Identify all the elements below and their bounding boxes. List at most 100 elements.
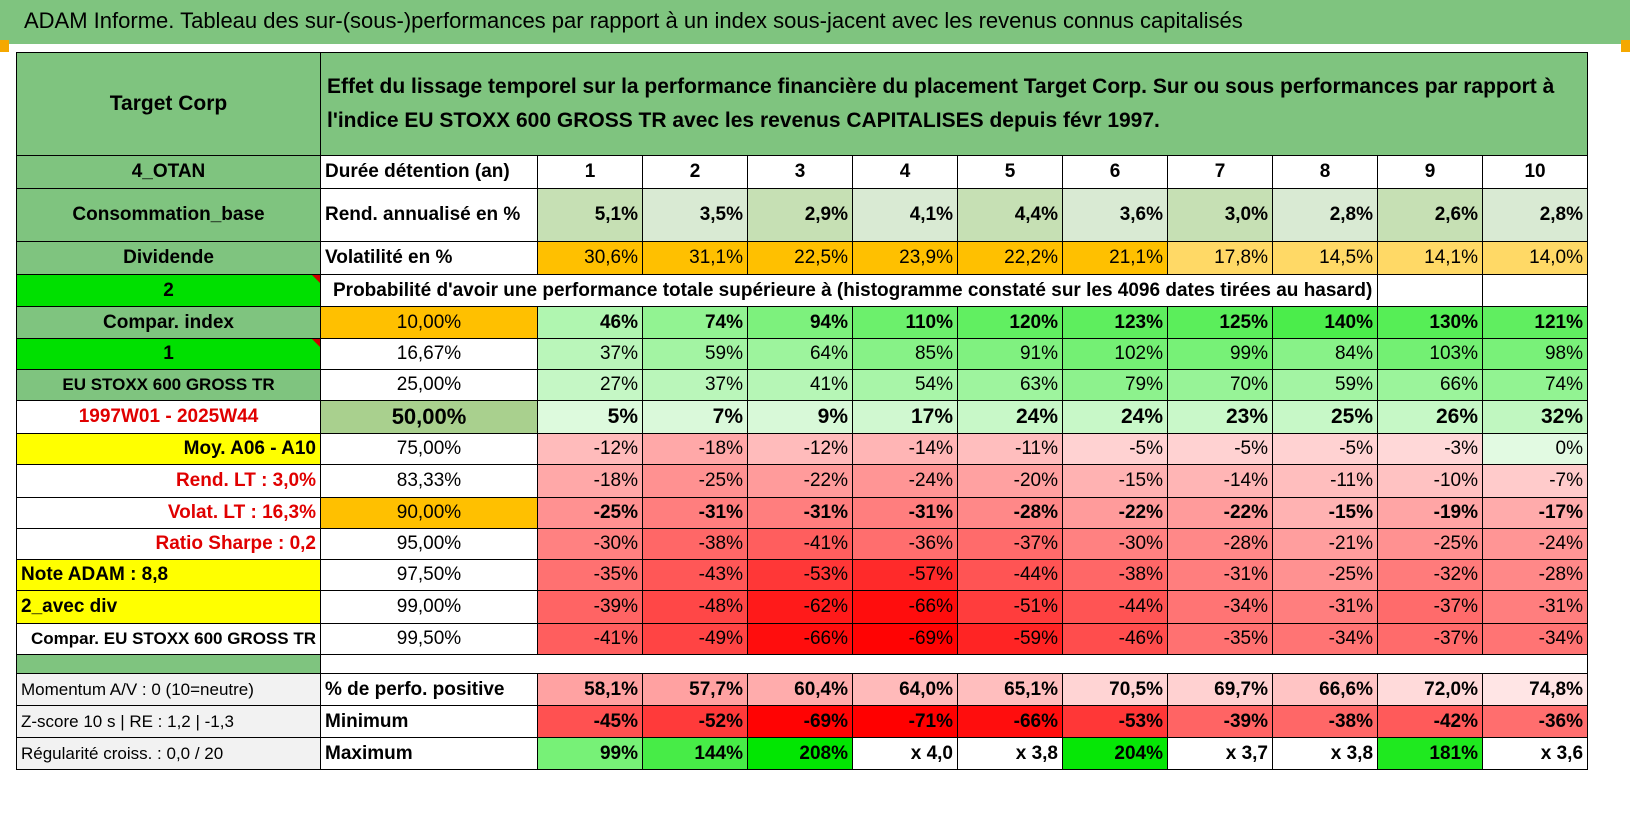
- stat-value: x 3,8: [1271, 737, 1379, 770]
- probability-caption: Probabilité d'avoir une performance tota…: [319, 274, 1379, 307]
- probability-value: -17%: [1482, 497, 1589, 529]
- probability-value: -14%: [1167, 464, 1273, 498]
- year-header: 6: [1062, 155, 1168, 189]
- volatility-value: 14,0%: [1482, 241, 1589, 275]
- probability-value: -46%: [1062, 623, 1168, 655]
- row-label: Rend. LT : 3,0%: [16, 464, 321, 498]
- probability-value: 23%: [1167, 400, 1273, 434]
- probability-value: 5%: [537, 400, 643, 434]
- volatility-value: 21,1%: [1062, 241, 1168, 275]
- title-bar: ADAM Informe. Tableau des sur-(sous-)per…: [0, 0, 1630, 44]
- probability-value: -30%: [537, 528, 643, 560]
- stat-label: % de perfo. positive: [320, 673, 538, 706]
- threshold-cell: 10,00%: [320, 306, 538, 339]
- probability-row: EU STOXX 600 GROSS TR 25,00% 27% 37% 41% 54% 6…: [16, 369, 1589, 401]
- probability-value: -37%: [957, 528, 1063, 560]
- probability-value: -38%: [642, 528, 748, 560]
- empty-cell: [1482, 274, 1589, 307]
- row-label: 1: [16, 338, 321, 370]
- probability-value: 121%: [1482, 306, 1589, 339]
- probability-value: 24%: [1062, 400, 1168, 434]
- probability-value: -41%: [747, 528, 853, 560]
- volatility-value: 30,6%: [537, 241, 643, 275]
- stat-value: 66,6%: [1271, 673, 1379, 706]
- year-header: 3: [747, 155, 853, 189]
- probability-value: 63%: [957, 369, 1063, 401]
- stat-left-label: Momentum A/V : 0 (10=neutre): [16, 673, 321, 706]
- stat-row: Z-score 10 s | RE : 1,2 | -1,3 Minimum -45…: [16, 705, 1589, 738]
- probability-value: -53%: [747, 559, 853, 591]
- probability-value: 54%: [852, 369, 958, 401]
- probability-value: -24%: [852, 464, 958, 498]
- year-header: 5: [957, 155, 1063, 189]
- stat-value: -69%: [747, 705, 853, 738]
- probability-row: Moy. A06 - A10 75,00% -12% -18% -12% -14% -11%…: [16, 433, 1589, 465]
- probability-value: -38%: [1062, 559, 1168, 591]
- probability-value: 59%: [642, 338, 748, 370]
- probability-value: -25%: [1377, 528, 1484, 560]
- probability-value: 103%: [1377, 338, 1484, 370]
- annualized-return-value: 4,4%: [957, 188, 1063, 242]
- stat-value: 181%: [1377, 737, 1484, 770]
- probability-value: -31%: [1482, 590, 1589, 624]
- annualized-return-value: 5,1%: [537, 188, 643, 242]
- year-header: 4: [852, 155, 958, 189]
- threshold-cell: 99,00%: [320, 590, 538, 624]
- stat-value: -52%: [642, 705, 748, 738]
- annualized-return-value: 3,6%: [1062, 188, 1168, 242]
- probability-value: -34%: [1482, 623, 1589, 655]
- probability-row: Compar. EU STOXX 600 GROSS TR 99,50% -41% -…: [16, 623, 1589, 655]
- probability-row: 1 16,67% 37% 59% 64% 85% 91% 102% 99% 84% 103% 98%: [16, 338, 1589, 370]
- threshold-cell: 97,50%: [320, 559, 538, 591]
- probability-value: 125%: [1167, 306, 1273, 339]
- performance-table: Target Corp Effet du lissage temporel su…: [16, 52, 1589, 770]
- stat-value: -42%: [1377, 705, 1484, 738]
- probability-value: -15%: [1271, 497, 1379, 529]
- annualized-return-value: 4,1%: [852, 188, 958, 242]
- probability-value: -14%: [852, 433, 958, 465]
- probability-value: 27%: [537, 369, 643, 401]
- probability-value: -11%: [957, 433, 1063, 465]
- volatility-value: 14,1%: [1377, 241, 1484, 275]
- probability-value: -28%: [1167, 528, 1273, 560]
- probability-value: 64%: [747, 338, 853, 370]
- probability-value: -3%: [1377, 433, 1484, 465]
- probability-row: Rend. LT : 3,0% 83,33% -18% -25% -22% -24% -20…: [16, 464, 1589, 498]
- probability-value: -30%: [1062, 528, 1168, 560]
- probability-value: -22%: [747, 464, 853, 498]
- description-cell: Effet du lissage temporel sur la perform…: [319, 52, 1589, 156]
- probability-value: 130%: [1377, 306, 1484, 339]
- probability-value: -62%: [747, 590, 853, 624]
- probability-row: 2_avec div 99,00% -39% -48% -62% -66% -51% -44%…: [16, 590, 1589, 624]
- probability-value: 32%: [1482, 400, 1589, 434]
- probability-value: -35%: [537, 559, 643, 591]
- row-label: Compar. EU STOXX 600 GROSS TR: [16, 623, 321, 655]
- probability-value: 17%: [852, 400, 958, 434]
- edge-marker-right: [1621, 40, 1630, 52]
- probability-value: -43%: [642, 559, 748, 591]
- probability-value: 74%: [1482, 369, 1589, 401]
- stat-left-label: Z-score 10 s | RE : 1,2 | -1,3: [16, 705, 321, 738]
- probability-value: -32%: [1377, 559, 1484, 591]
- probability-value: 79%: [1062, 369, 1168, 401]
- probability-value: 123%: [1062, 306, 1168, 339]
- volatility-value: 14,5%: [1271, 241, 1379, 275]
- probability-value: 140%: [1271, 306, 1379, 339]
- stat-value: x 4,0: [852, 737, 958, 770]
- probability-value: -5%: [1271, 433, 1379, 465]
- probability-value: -36%: [852, 528, 958, 560]
- year-header: 8: [1271, 155, 1379, 189]
- volatility-value: 22,5%: [747, 241, 853, 275]
- probability-value: -5%: [1167, 433, 1273, 465]
- probability-value: -31%: [1167, 559, 1273, 591]
- probability-value: -37%: [1377, 590, 1484, 624]
- probability-value: 26%: [1377, 400, 1484, 434]
- probability-value: 37%: [642, 369, 748, 401]
- probability-value: -12%: [747, 433, 853, 465]
- probability-value: -34%: [1167, 590, 1273, 624]
- row-label: EU STOXX 600 GROSS TR: [16, 369, 321, 401]
- probability-value: 46%: [537, 306, 643, 339]
- probability-value: 98%: [1482, 338, 1589, 370]
- year-header: 7: [1167, 155, 1273, 189]
- stat-value: 70,5%: [1062, 673, 1168, 706]
